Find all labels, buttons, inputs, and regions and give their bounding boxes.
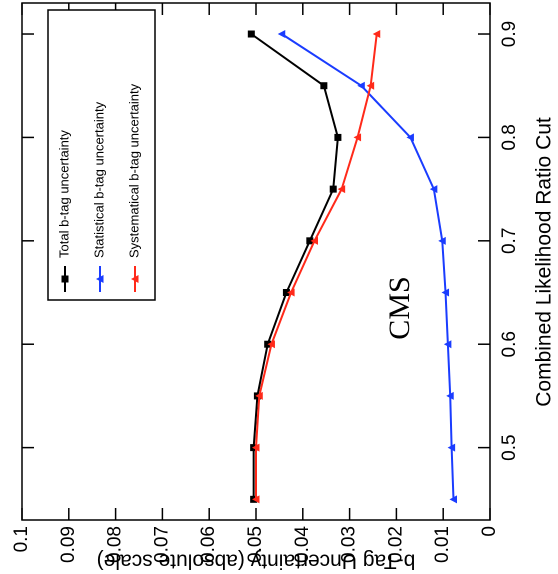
- marker: [255, 391, 263, 400]
- marker: [334, 133, 342, 141]
- x-tick-label: 0.5: [499, 434, 520, 460]
- y-tick-label: 0.04: [292, 526, 313, 563]
- marker: [310, 236, 318, 245]
- legend-label: Statistical b-tag uncertainty: [91, 101, 106, 258]
- y-tick-label: 0.08: [105, 526, 126, 563]
- legend-label: Systematical b-tag uncertainty: [126, 83, 141, 258]
- marker: [366, 81, 375, 90]
- marker: [320, 82, 328, 90]
- y-tick-label: 0.05: [245, 526, 266, 563]
- legend-box: [47, 9, 156, 301]
- series-line: [255, 33, 378, 500]
- marker: [357, 81, 365, 90]
- y-tick-label: 0.06: [198, 526, 219, 563]
- marker: [406, 133, 414, 142]
- marker: [372, 30, 381, 39]
- x-tick-label: 0.6: [499, 331, 520, 357]
- marker: [429, 185, 438, 194]
- marker: [282, 289, 290, 297]
- marker: [287, 288, 295, 297]
- marker: [443, 340, 452, 349]
- marker: [441, 288, 450, 297]
- x-tick-label: 0.7: [499, 228, 520, 254]
- legend-label: Total b-tag uncertainty: [56, 130, 71, 258]
- x-tick-label: 0.9: [499, 21, 520, 47]
- series-line: [281, 33, 455, 500]
- marker: [446, 391, 454, 400]
- marker: [337, 185, 346, 194]
- y-tick-label: 0.02: [385, 526, 406, 563]
- x-tick-label: 0.8: [499, 124, 520, 150]
- legend-marker: [131, 275, 139, 283]
- marker: [306, 237, 314, 245]
- marker: [247, 30, 255, 38]
- y-tick-label: 0: [479, 526, 500, 537]
- y-tick-label: 0.1: [11, 526, 32, 552]
- marker: [252, 443, 260, 452]
- annotation: CMS: [383, 276, 416, 339]
- marker: [438, 236, 446, 245]
- legend: Total b-tag uncertainty Statistical b-tag…: [47, 9, 156, 301]
- marker: [252, 495, 260, 504]
- y-tick-label: 0.09: [58, 526, 79, 563]
- y-tick-label: 0.03: [339, 526, 360, 563]
- legend-marker: [96, 275, 104, 283]
- marker: [267, 340, 275, 349]
- series-line: [250, 33, 339, 500]
- marker: [277, 30, 286, 39]
- marker: [329, 185, 337, 193]
- y-axis-title: b-Tag Uncertainty (absolute scale): [97, 549, 416, 572]
- y-tick-label: 0.01: [432, 526, 453, 563]
- marker: [353, 133, 362, 142]
- x-axis-title: Combined Likelihood Ratio Cut: [533, 117, 556, 407]
- legend-marker: [61, 275, 69, 283]
- marker: [447, 443, 456, 452]
- marker: [449, 495, 457, 504]
- y-tick-label: 0.07: [151, 526, 172, 563]
